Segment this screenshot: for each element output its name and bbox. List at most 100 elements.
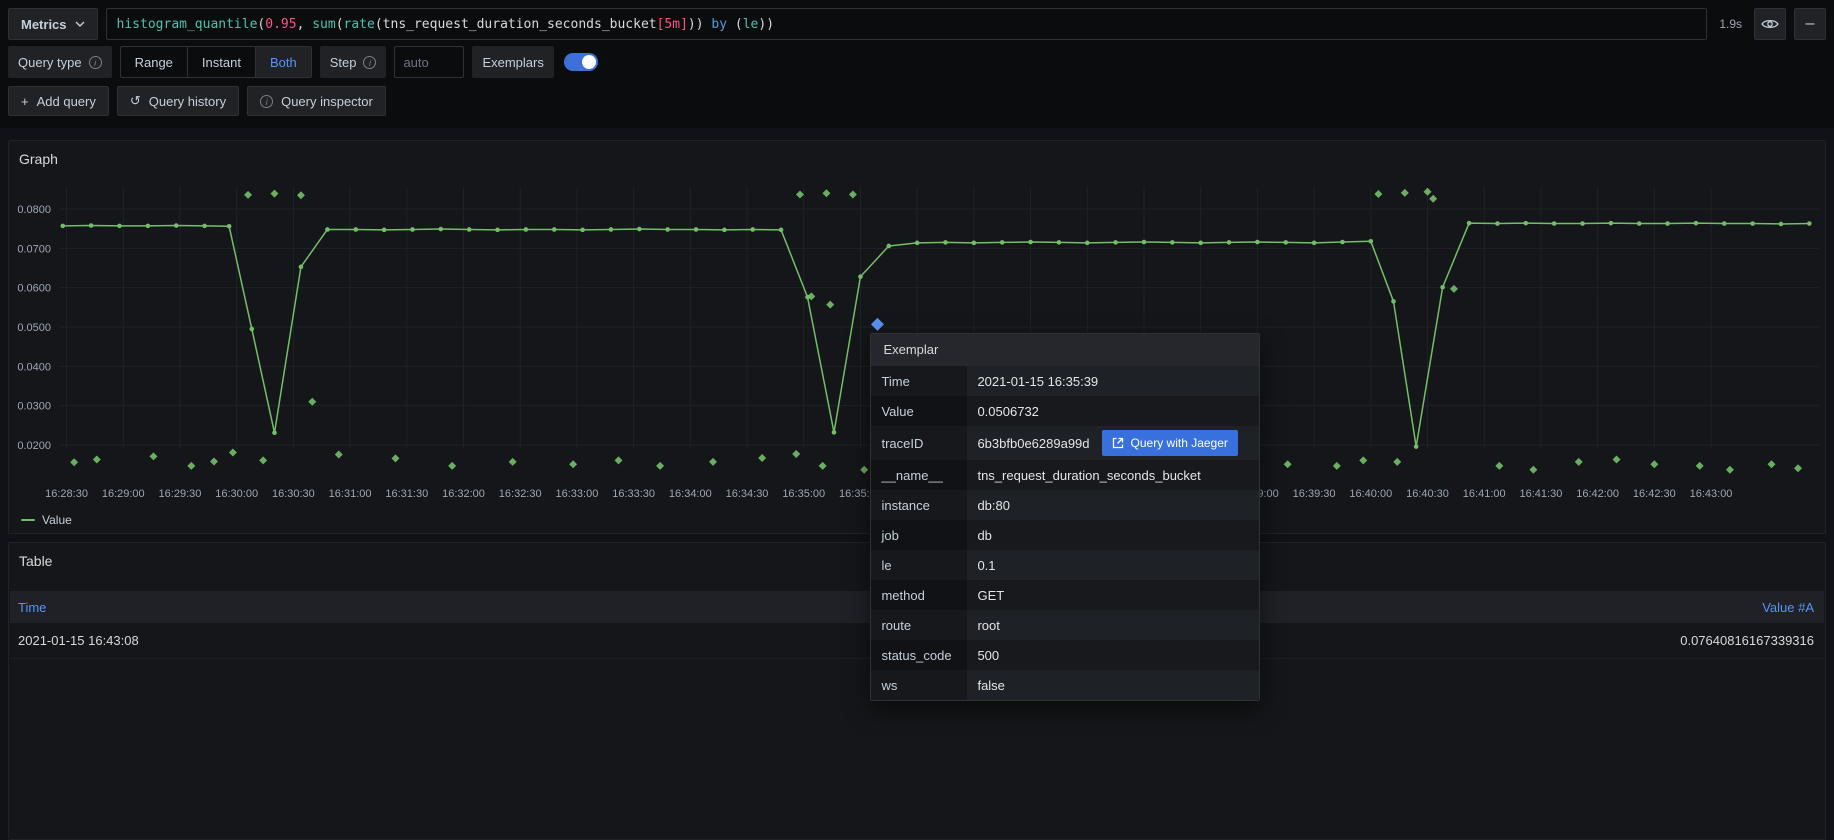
query-inspector-button[interactable]: i Query inspector	[247, 86, 386, 116]
exemplar-diamond	[1283, 460, 1292, 469]
x-axis-label: 16:40:00	[1349, 488, 1392, 500]
exemplar-diamond	[334, 450, 343, 459]
query-with-jaeger-button[interactable]: Query with Jaeger	[1101, 430, 1238, 457]
series-point	[1226, 240, 1232, 245]
exemplar-diamond	[614, 456, 623, 465]
query-type-option-both[interactable]: Both	[254, 47, 311, 77]
exemplar-diamond	[1400, 188, 1409, 197]
step-input[interactable]	[394, 46, 465, 78]
exemplar-field-row: job db	[871, 520, 1260, 551]
cell-time: 2021-01-15 16:43:08	[18, 633, 139, 648]
y-axis-label: 0.0700	[17, 243, 51, 255]
query-token-label: le	[742, 16, 759, 32]
exemplar-field-label: method	[871, 580, 968, 611]
exemplar-diamond	[795, 190, 804, 199]
exemplar-field-value: root	[977, 617, 1000, 633]
exemplars-toggle[interactable]	[563, 53, 598, 71]
series-point	[1141, 239, 1147, 245]
series-point	[202, 223, 207, 229]
history-icon: ↺	[129, 93, 141, 108]
exemplar-diamond	[209, 457, 218, 466]
exemplar-diamond	[259, 456, 268, 465]
query-editor[interactable]: histogram_quantile(0.95, sum(rate(tns_re…	[105, 8, 1708, 40]
series-point	[722, 227, 727, 233]
series-point	[466, 227, 472, 232]
minus-icon: –	[1805, 15, 1815, 32]
toggle-knob	[581, 55, 596, 69]
exemplar-diamond	[391, 454, 400, 463]
exemplar-diamond	[1767, 460, 1776, 469]
query-token-kw: by	[711, 16, 728, 32]
series-point	[1608, 220, 1614, 226]
series-point	[1665, 221, 1670, 226]
exemplar-diamond	[1695, 461, 1704, 470]
exemplar-field-label: __name__	[871, 460, 968, 491]
promql-query: histogram_quantile(0.95, sum(rate(tns_re…	[117, 17, 775, 32]
graph-chart[interactable]: 16:28:30 16:29:00 16:29:30 16:30:00 16:30:30…	[9, 177, 1827, 513]
exemplar-diamond	[1529, 465, 1538, 474]
series-point	[636, 226, 642, 232]
info-icon: i	[363, 55, 377, 69]
exemplar-field-value: 500	[977, 647, 1000, 663]
datasource-label: Metrics	[21, 16, 67, 32]
legend-item-value[interactable]: Value	[21, 513, 72, 527]
x-axis-label: 16:34:00	[669, 488, 712, 500]
query-token-plain: (	[374, 16, 383, 32]
x-axis-label: 16:43:00	[1690, 488, 1733, 500]
x-axis-label: 16:35:00	[782, 488, 825, 500]
column-header-value[interactable]: Value #A	[1762, 599, 1814, 615]
query-token-func: histogram_quantile	[116, 16, 258, 32]
exemplar-diamond	[508, 457, 517, 466]
series-point	[1255, 239, 1260, 245]
metrics-datasource-button[interactable]: Metrics	[8, 8, 98, 40]
query-preview-button[interactable]	[1754, 8, 1786, 40]
series-point	[353, 227, 359, 232]
exemplar-field-label: Value	[871, 396, 968, 427]
x-axis-label: 16:31:30	[385, 488, 428, 500]
x-axis-label: 16:29:30	[159, 488, 202, 500]
query-type-option-instant[interactable]: Instant	[186, 47, 255, 77]
x-axis-label: 16:42:00	[1576, 488, 1619, 500]
series-point	[1391, 299, 1396, 304]
series-point	[1551, 221, 1557, 226]
exemplar-diamond	[270, 189, 279, 198]
series-point	[325, 227, 330, 232]
exemplar-field-value: 2021-01-15 16:35:39	[977, 373, 1099, 389]
series-point	[551, 227, 557, 232]
series-point	[1368, 238, 1374, 244]
series-point	[831, 430, 837, 435]
exemplar-diamond	[1449, 284, 1458, 293]
exemplar-field-row: route root	[871, 610, 1260, 641]
collapse-query-button[interactable]: –	[1794, 8, 1826, 40]
series-point	[1084, 240, 1090, 246]
exemplar-field-label: job	[871, 520, 968, 551]
exemplar-field-row: status_code 500	[871, 640, 1260, 671]
add-query-button[interactable]: + Add query	[8, 86, 109, 116]
series-point	[886, 243, 892, 249]
series-point	[173, 223, 179, 228]
query-options-row: Query type i Range Instant Both Step i E…	[8, 46, 1826, 78]
series-point	[523, 227, 529, 232]
x-axis-label: 16:42:30	[1633, 488, 1676, 500]
exemplar-diamond	[228, 448, 237, 457]
exemplar-diamond	[1429, 194, 1438, 203]
query-token-plain: ,	[296, 16, 313, 32]
column-header-time[interactable]: Time	[18, 599, 47, 615]
series-point	[1340, 239, 1345, 245]
series-point	[60, 223, 66, 229]
x-axis-label: 16:39:30	[1293, 488, 1336, 500]
exemplar-diamond	[187, 461, 196, 470]
query-history-button[interactable]: ↺ Query history	[116, 86, 240, 116]
series-point	[580, 227, 585, 233]
y-axis-label: 0.0400	[17, 361, 51, 373]
series-point	[272, 430, 277, 436]
exemplar-diamond	[758, 453, 767, 462]
exemplar-diamond	[1574, 457, 1583, 466]
exemplar-field-value: db	[977, 527, 992, 543]
exemplar-field-row: instance db:80	[871, 490, 1260, 521]
query-token-func: rate	[343, 16, 375, 32]
query-type-option-range[interactable]: Range	[134, 54, 173, 70]
exemplar-diamond	[70, 458, 79, 467]
legend-label: Value	[42, 513, 72, 527]
series-point	[1523, 220, 1529, 226]
